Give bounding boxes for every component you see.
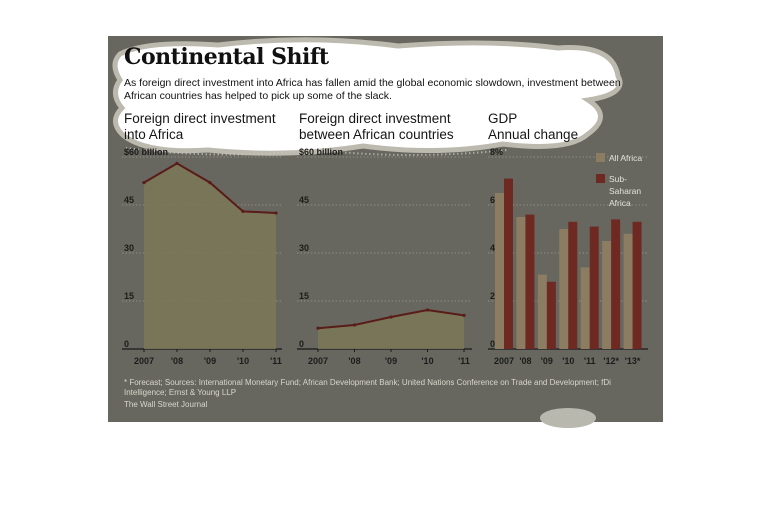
bar-all-africa [602,241,612,349]
legend-swatch-all-africa [596,153,605,162]
x-tick-label: '10 [562,356,574,366]
legend-label-sub-saharan: Sub- [609,174,627,184]
page-title: Continental Shift [124,44,329,70]
y-tick-label: 6 [490,195,495,205]
title-cloud-shape [112,37,623,156]
y-tick-label: 4 [490,243,495,253]
bar-all-africa [495,193,504,349]
data-point [274,211,278,215]
x-tick-label: 2007 [494,356,514,366]
data-point [175,161,179,165]
fdi-into-africa-svg: 0 15 30 45 $60 billion 2007 '08 '09 '10 '11 [122,147,282,366]
x-tick-label: '08 [519,356,531,366]
bar-all-africa [623,233,633,349]
title-cloud-overlay [112,37,623,156]
bar-sub-saharan-africa [611,219,621,349]
y-tick-label: 15 [299,291,309,301]
fdi-between-countries-svg: 0 15 30 45 $60 billion 2007 '08 '09 '10 '11 [297,147,472,366]
bar-sub-saharan-africa [589,226,599,349]
area-fill [144,163,276,349]
y-tick-label: 30 [299,243,309,253]
x-tick-label: '09 [204,356,216,366]
y-tick-label: 30 [124,243,134,253]
chart3-heading-line2: Annual change [488,127,579,142]
x-tick-label: 2007 [308,356,328,366]
x-tick-label: '10 [421,356,433,366]
footer: * Forecast; Sources: International Monet… [124,378,624,410]
legend-label-sub-saharan: Saharan [609,186,641,196]
area-fill [318,309,464,349]
y-tick-label: $60 billion [299,147,343,157]
y-tick-label: 0 [299,339,304,349]
source-note: * Forecast; Sources: International Monet… [124,378,611,397]
x-tick-label: '11 [584,356,596,366]
x-tick-label: '11 [270,356,282,366]
fdi-into-africa-chart: 0 15 30 45 $60 billion 2007 '08 '09 '10 '11 [122,147,292,370]
x-tick-label: '10 [237,356,249,366]
corner-blob [540,408,596,428]
x-tick-label: '13* [625,356,641,366]
y-tick-label: 0 [124,339,129,349]
legend-label-sub-saharan: Africa [609,198,631,208]
x-tick-label: '08 [348,356,360,366]
data-point [142,181,146,185]
bar-all-africa [516,217,526,349]
y-tick-label: $60 billion [124,147,168,157]
x-tick-label: '12* [603,356,619,366]
intro-text: As foreign direct investment into Africa… [124,77,621,102]
x-tick-label: 2007 [134,356,154,366]
y-tick-label: 45 [299,195,309,205]
bar-sub-saharan-africa [504,178,513,349]
y-tick-label: 0 [490,339,495,349]
gdp-annual-change-chart: 0 2 4 6 8% 2007 '08 '09 '10 '11 '12* '13* All Africa… [484,147,656,370]
data-point [425,308,430,312]
data-point [208,181,212,185]
bar-sub-saharan-africa [546,281,556,349]
bar-all-africa [537,274,547,349]
chart1-heading-line2: into Africa [124,127,184,142]
data-point [241,209,245,213]
legend-label-all-africa: All Africa [609,153,642,163]
legend-swatch-sub-saharan [596,174,605,183]
chart3-heading-line1: GDP [488,111,518,126]
chart2-heading: Foreign direct investment between Africa… [299,111,454,143]
credit: The Wall Street Journal [124,400,208,409]
y-tick-label: 15 [124,291,134,301]
bar-all-africa [580,267,590,349]
gdp-annual-change-svg: 0 2 4 6 8% 2007 '08 '09 '10 '11 '12* '13* All Africa… [488,147,648,366]
x-tick-label: '11 [458,356,470,366]
bar-sub-saharan-africa [568,221,578,349]
data-point [316,326,320,330]
title-cloud-dotted-edge [125,147,509,156]
fdi-between-african-countries-chart: 0 15 30 45 $60 billion 2007 '08 '09 '10 '11 [297,147,477,370]
data-point [352,323,357,327]
x-tick-label: '08 [171,356,183,366]
chart1-heading: Foreign direct investment into Africa [124,111,276,143]
chart2-heading-line1: Foreign direct investment [299,111,451,126]
data-point [389,315,393,319]
y-tick-label: 8% [490,147,503,157]
x-tick-label: '09 [541,356,553,366]
x-tick-label: '09 [385,356,397,366]
chart2-heading-line2: between African countries [299,127,454,142]
chart3-heading: GDP Annual change [488,111,578,143]
bar-sub-saharan-africa [632,221,642,349]
bar-all-africa [559,229,569,349]
data-point [462,313,466,317]
y-tick-label: 2 [490,291,495,301]
bar-sub-saharan-africa [525,214,535,349]
chart1-heading-line1: Foreign direct investment [124,111,276,126]
y-tick-label: 45 [124,195,134,205]
